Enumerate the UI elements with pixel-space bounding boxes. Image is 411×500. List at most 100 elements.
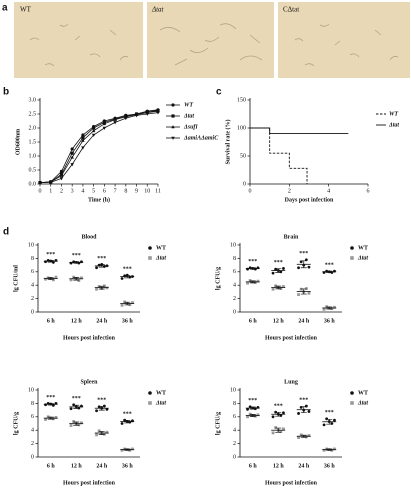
axis xyxy=(39,98,158,185)
data-point xyxy=(77,279,81,282)
significance: *** xyxy=(72,396,81,402)
legend-marker xyxy=(350,401,354,405)
y-tick-label: 4 xyxy=(233,428,236,434)
legend-marker xyxy=(171,103,175,107)
y-tick-label: 50 xyxy=(240,153,246,159)
data-point xyxy=(271,431,275,435)
data-point xyxy=(274,267,278,271)
error-bar xyxy=(73,261,80,264)
x-tick-label: 2 xyxy=(60,188,63,194)
data-point xyxy=(297,266,300,270)
panel-label: c xyxy=(216,87,222,98)
data-point xyxy=(95,433,98,437)
data-point xyxy=(246,281,249,285)
micrograph: WT xyxy=(14,2,143,78)
error-bar xyxy=(73,421,80,426)
x-tick-label: 9 xyxy=(135,188,138,194)
data-point xyxy=(307,410,311,413)
data-point xyxy=(282,267,285,270)
error-bar xyxy=(249,267,256,270)
data-point xyxy=(271,271,275,275)
legend-marker xyxy=(171,136,175,140)
data-point xyxy=(81,146,85,150)
error-bar xyxy=(275,411,282,417)
error-bar xyxy=(275,268,282,273)
data-point xyxy=(72,420,76,423)
data-point xyxy=(333,447,336,451)
data-point xyxy=(134,114,139,118)
y-tick-label: 8 xyxy=(31,256,34,262)
data-point xyxy=(91,128,96,133)
data-point xyxy=(282,427,285,431)
legend-label: Δtat xyxy=(155,255,166,261)
error-bar xyxy=(98,431,105,435)
legend-marker xyxy=(148,391,152,395)
data-point xyxy=(253,414,257,418)
legend-label: Δtat xyxy=(357,255,368,261)
survival-line xyxy=(250,127,308,184)
image-label: CΔtat xyxy=(283,6,299,14)
error-bar xyxy=(249,414,256,417)
y-tick-label: 2.5 xyxy=(29,111,37,117)
data-point xyxy=(333,418,336,422)
error-bar xyxy=(124,448,131,451)
data-point xyxy=(120,448,124,452)
y-tick-label: 10 xyxy=(28,242,34,248)
x-tick-label: 36 h xyxy=(324,318,336,324)
x-tick-label: 0 xyxy=(39,188,42,194)
data-point xyxy=(253,281,257,284)
y-tick-label: 10 xyxy=(230,387,236,393)
y-tick-label: 0 xyxy=(233,454,236,460)
data-point xyxy=(46,276,50,280)
data-point xyxy=(38,181,42,185)
data-point xyxy=(246,408,249,411)
legend-label: ΔsufI xyxy=(183,124,198,130)
x-axis-title: Hours post infection xyxy=(63,480,116,486)
data-point xyxy=(105,408,109,411)
x-tick-label: 12 h xyxy=(71,463,83,469)
y-axis-title: lg CFU/ml xyxy=(13,265,19,292)
data-point xyxy=(246,415,249,419)
y-tick-label: 6 xyxy=(31,269,34,275)
significance: *** xyxy=(248,259,257,265)
y-tick-label: 6 xyxy=(233,269,236,275)
data-point xyxy=(81,136,85,140)
significance: *** xyxy=(299,397,308,403)
error-bar xyxy=(326,418,333,425)
significance: *** xyxy=(72,253,81,259)
data-point xyxy=(297,412,300,415)
data-point xyxy=(322,423,326,427)
error-bar xyxy=(124,274,131,279)
significance: *** xyxy=(123,267,132,273)
data-point xyxy=(80,276,83,280)
legend-label: WT xyxy=(358,390,368,396)
error-bar xyxy=(300,434,307,438)
error-bar xyxy=(47,277,54,280)
data-point xyxy=(304,287,308,290)
y-tick-label: 2 xyxy=(233,296,236,302)
y-tick-label: 2 xyxy=(233,441,236,447)
data-point xyxy=(44,260,47,264)
error-bar xyxy=(73,277,80,281)
micrograph: Δtat xyxy=(147,2,274,78)
data-point xyxy=(307,434,311,437)
data-point xyxy=(77,423,81,427)
x-axis-title: Time (h) xyxy=(88,196,110,203)
error-bar xyxy=(124,301,131,306)
data-point xyxy=(54,416,58,419)
data-point xyxy=(80,421,83,425)
y-tick-label: 4 xyxy=(31,283,34,289)
data-point xyxy=(70,151,74,155)
data-point xyxy=(282,411,285,415)
error-bar xyxy=(300,406,307,414)
data-point xyxy=(81,133,85,137)
x-tick-label: 24 h xyxy=(298,318,310,324)
data-point xyxy=(97,429,101,433)
data-point xyxy=(113,121,117,125)
legend-marker xyxy=(171,125,175,129)
error-bar xyxy=(300,260,307,269)
data-point xyxy=(59,173,64,177)
error-bar xyxy=(249,280,256,284)
data-point xyxy=(297,436,300,439)
